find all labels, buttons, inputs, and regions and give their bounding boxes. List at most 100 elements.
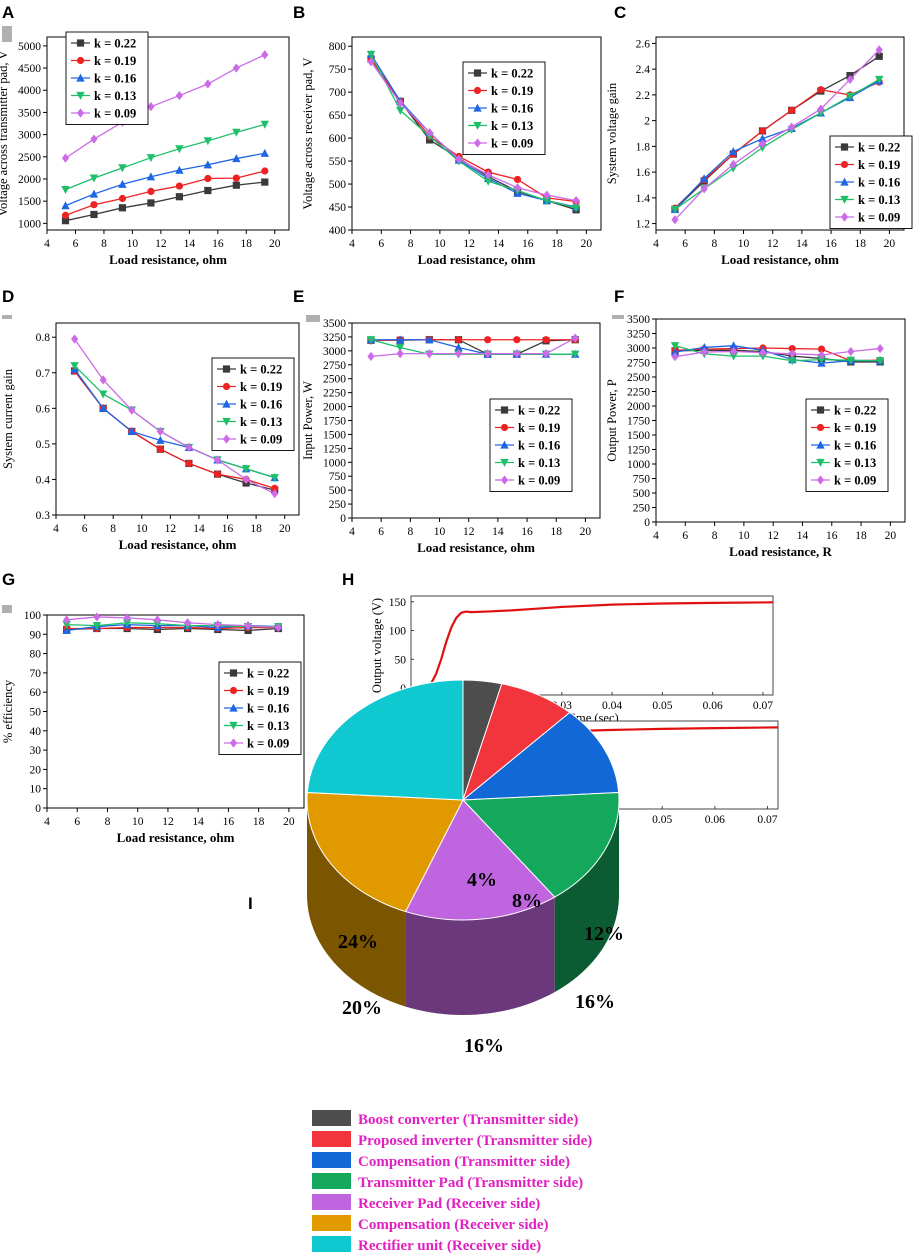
data-point [788, 349, 796, 359]
x-tick-label: 10 [434, 238, 446, 250]
data-point [542, 196, 552, 205]
y-tick-label: 100 [389, 626, 407, 638]
data-point [454, 349, 463, 359]
legend-entry: k = 0.16 [94, 72, 136, 86]
data-point [817, 86, 825, 94]
y-tick-label: 500 [329, 485, 347, 497]
data-point [700, 347, 708, 357]
pie-slice-side [405, 897, 555, 1015]
legend-entry: k = 0.16 [834, 439, 876, 453]
data-point [118, 194, 127, 203]
chart-panel-f: F 4 6 8 10 12 14 16 18 20 0 250 500 750 1000 1250 1500 17… [605, 287, 906, 559]
legend-marker [500, 406, 509, 414]
pie-slice [461, 711, 620, 801]
x-tick-label: 10 [127, 238, 139, 250]
legend-marker [500, 423, 509, 432]
legend-marker [816, 406, 825, 414]
x-tick-label: 20 [884, 238, 896, 250]
y-tick-label: 0.7 [36, 368, 51, 380]
x-tick-label: 10 [132, 816, 144, 828]
data-point [62, 621, 71, 630]
data-point [232, 174, 240, 182]
x-tick-label: 14 [193, 523, 205, 535]
legend-entry: k = 0.19 [491, 84, 533, 98]
x-tick-label: 4 [349, 526, 355, 538]
y-tick-label: 1000 [627, 459, 650, 471]
data-point [89, 189, 99, 198]
legend-marker [840, 143, 849, 151]
x-tick-label: 10 [738, 530, 750, 542]
pie-legend-entry: Transmitter Pad (Transmitter side) [358, 1175, 583, 1191]
legend-marker [229, 669, 238, 677]
pie-slice [461, 791, 620, 898]
data-point [484, 336, 492, 344]
data-point [98, 403, 108, 412]
pie-legend-swatch [312, 1215, 351, 1231]
x-tick-label: 20 [885, 530, 897, 542]
data-point [817, 350, 826, 360]
pie-value-label: 20% [342, 997, 382, 1019]
data-point [90, 134, 98, 144]
data-point [484, 170, 492, 180]
y-tick-label: 450 [329, 202, 347, 214]
series-line-4 [370, 337, 576, 358]
data-point [396, 98, 404, 108]
legend-entry: k = 0.22 [94, 37, 136, 51]
data-point [671, 352, 679, 362]
legend-marker [229, 721, 238, 730]
data-point [758, 134, 767, 143]
data-point [89, 174, 99, 183]
y-tick-label: 800 [329, 41, 347, 53]
pie-slice [404, 799, 556, 921]
x-tick-label: 18 [854, 238, 866, 250]
y-axis-label: Output voltage (V) [370, 598, 384, 693]
data-point [261, 167, 269, 175]
pie-legend-swatch [312, 1110, 351, 1126]
legend-marker [816, 440, 825, 449]
plot-frame [351, 36, 602, 231]
data-point [513, 349, 521, 359]
x-tick-label: 14 [492, 526, 504, 538]
y-tick-label: 2750 [323, 360, 346, 372]
y-tick-label: 700 [329, 87, 347, 99]
data-point [146, 154, 156, 163]
x-tick-label: 18 [855, 530, 867, 542]
data-point [700, 343, 709, 352]
legend-marker [76, 39, 85, 47]
data-point [147, 187, 155, 195]
y-axis-label: Input Power, W [301, 381, 315, 460]
y-tick-label: 10 [30, 784, 42, 796]
x-tick-label: 0.04 [602, 700, 622, 712]
legend-marker [500, 440, 509, 449]
data-point [241, 465, 251, 474]
x-tick-label: 8 [712, 530, 718, 542]
data-point [232, 63, 240, 73]
data-point [128, 405, 136, 415]
legend-entry: k = 0.19 [518, 421, 560, 435]
data-point [62, 626, 71, 635]
legend-marker [840, 177, 849, 186]
data-point [156, 445, 164, 453]
data-point [175, 193, 183, 201]
pie-legend-swatch [312, 1236, 351, 1252]
x-tick-label: 12 [162, 816, 174, 828]
legend-marker [222, 434, 231, 444]
legend-entry: k = 0.16 [518, 439, 560, 453]
data-point [92, 622, 102, 631]
data-point [70, 334, 79, 344]
chart-panel-b: B 4 6 8 10 12 14 16 18 20 400 450 500 550 600 650 700 750… [293, 3, 602, 267]
legend-entry: k = 0.16 [858, 176, 900, 190]
x-tick-label: 4 [653, 530, 659, 542]
data-point [261, 178, 269, 186]
y-tick-label: 3000 [627, 343, 650, 355]
series-line-4 [370, 61, 577, 202]
chart-output-voltage: 0.010.020.030.040.050.060.07050100150Tim… [370, 595, 774, 725]
x-tick-label: 8 [408, 238, 414, 250]
data-point [61, 153, 70, 163]
legend-entry: k = 0.13 [94, 89, 136, 103]
data-point [123, 613, 131, 623]
y-tick-label: 2.2 [636, 90, 651, 102]
legend-entry: k = 0.09 [247, 737, 289, 751]
y-axis-label: System current gain [1, 368, 15, 469]
